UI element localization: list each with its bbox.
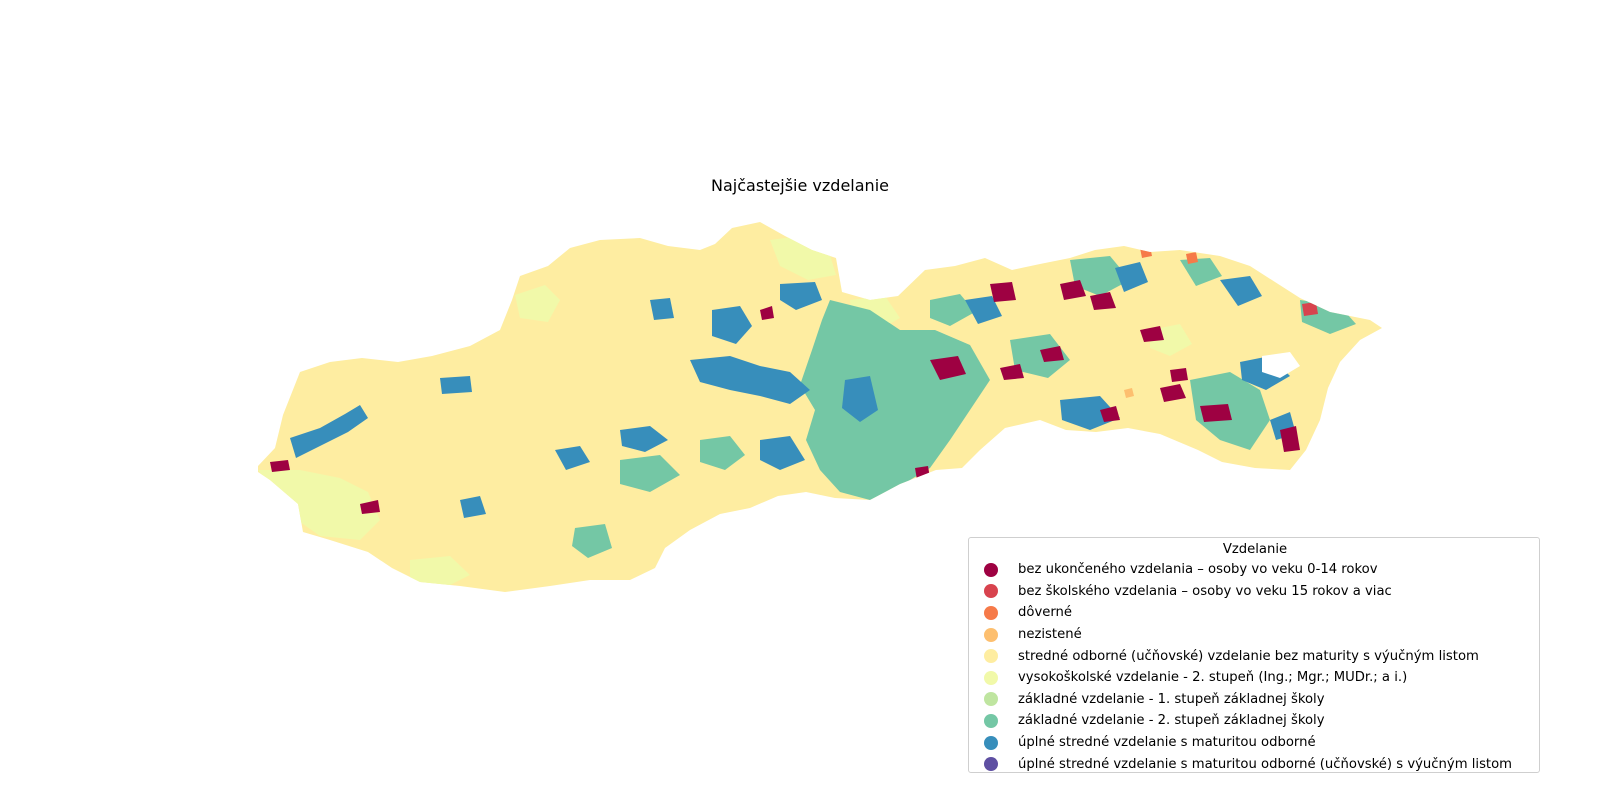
region-green-5 (620, 455, 680, 492)
region-green-7 (930, 294, 975, 326)
region-red-10 (1100, 406, 1120, 422)
legend-label: bez ukončeného vzdelania – osoby vo veku… (1018, 562, 1378, 578)
region-blue-east-3 (1115, 262, 1148, 292)
region-red-16 (1170, 368, 1188, 382)
legend-item: nezistené (979, 624, 1531, 646)
region-red-13 (360, 500, 380, 514)
region-red-6 (1000, 364, 1024, 380)
region-blue-west-2 (440, 376, 472, 394)
region-red-9 (1280, 426, 1300, 452)
legend-label: základné vzdelanie - 2. stupeň základnej… (1018, 713, 1325, 729)
region-north-central (770, 236, 836, 280)
legend-item: úplné stredné vzdelanie s maturitou odbo… (979, 732, 1531, 754)
legend-item: úplné stredné vzdelanie s maturitou odbo… (979, 753, 1531, 775)
region-blue-west (290, 405, 368, 458)
legend-swatch (984, 670, 998, 685)
legend-item: stredné odborné (učňovské) vzdelanie bez… (979, 645, 1531, 667)
region-nezistene-1 (1124, 388, 1134, 398)
legend-swatch (984, 584, 998, 599)
legend-label: úplné stredné vzdelanie s maturitou odbo… (1018, 756, 1513, 772)
legend-title: Vzdelanie (1222, 542, 1288, 557)
legend-swatch (984, 627, 998, 642)
map-title: Najčastejšie vzdelanie (711, 176, 889, 195)
legend-swatch (984, 735, 998, 750)
region-green-4 (700, 436, 745, 470)
legend-label: dôverné (1018, 605, 1073, 621)
legend-item: dôverné (979, 602, 1531, 624)
region-blue-central-6 (555, 446, 590, 470)
legend-label: stredné odborné (učňovské) vzdelanie bez… (1018, 648, 1479, 664)
legend-swatch (984, 605, 998, 620)
region-blue-west-3 (460, 496, 486, 518)
region-red-8 (1200, 404, 1232, 422)
region-blue-central-5 (620, 426, 668, 452)
legend-item: základné vzdelanie - 1. stupeň základnej… (979, 689, 1531, 711)
region-red-5 (1040, 346, 1064, 362)
legend-item: základné vzdelanie - 2. stupeň základnej… (979, 710, 1531, 732)
region-central-east-green (800, 300, 990, 500)
region-red-11 (1140, 326, 1164, 342)
region-red-3 (1060, 280, 1086, 300)
region-south-light (410, 556, 470, 590)
region-red-4 (1090, 292, 1116, 310)
region-blue-central-1 (690, 356, 810, 404)
legend-swatch (984, 713, 998, 728)
legend-swatch (984, 757, 998, 772)
region-red-15 (915, 466, 930, 480)
region-east-green-1 (1070, 256, 1130, 296)
legend-label: nezistené (1018, 627, 1082, 643)
legend-label: úplné stredné vzdelanie s maturitou odbo… (1018, 735, 1316, 751)
region-east-green-2 (1190, 372, 1270, 450)
region-red-12 (270, 460, 290, 472)
legend-item: vysokoškolské vzdelanie - 2. stupeň (Ing… (979, 667, 1531, 689)
region-red-7 (1160, 384, 1186, 402)
region-east-green-3 (1010, 334, 1070, 378)
region-blue-central-4 (842, 376, 878, 422)
region-orange-red-1 (1302, 302, 1318, 316)
legend-items: bez ukončeného vzdelania – osoby vo veku… (979, 559, 1531, 775)
region-red-14 (760, 306, 774, 320)
region-blue-central-7 (760, 436, 805, 470)
map-gap-east (1262, 352, 1300, 378)
region-red-1 (930, 356, 966, 380)
region-blue-east-4 (965, 296, 1002, 324)
legend-swatch (984, 692, 998, 707)
region-southwest (258, 470, 380, 540)
legend-label: vysokoškolské vzdelanie - 2. stupeň (Ing… (1018, 670, 1408, 686)
legend-label: bez školského vzdelania – osoby vo veku … (1018, 583, 1392, 599)
region-green-9 (1180, 258, 1222, 286)
legend-item: bez školského vzdelania – osoby vo veku … (979, 581, 1531, 603)
region-orange-1 (1186, 252, 1198, 264)
region-green-6 (572, 524, 612, 558)
region-orange-2 (1140, 246, 1152, 258)
region-blue-east-5 (1220, 276, 1262, 306)
map-legend: Vzdelanie bez ukončeného vzdelania – oso… (968, 537, 1540, 773)
region-blue-west-4 (650, 298, 674, 320)
legend-swatch (984, 562, 998, 577)
legend-swatch (984, 649, 998, 664)
region-blue-central-3 (780, 282, 822, 310)
region-north-west (515, 285, 560, 322)
region-red-2 (990, 282, 1016, 302)
legend-item: bez ukončeného vzdelania – osoby vo veku… (979, 559, 1531, 581)
region-blue-central-2 (712, 306, 752, 344)
legend-label: základné vzdelanie - 1. stupeň základnej… (1018, 691, 1325, 707)
